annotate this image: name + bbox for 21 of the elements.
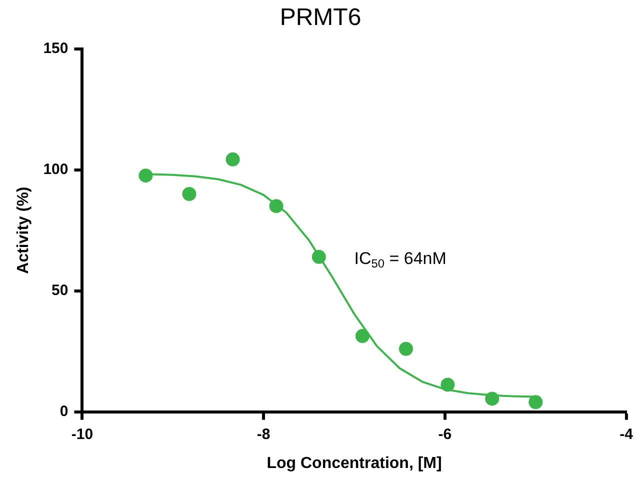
- y-axis-title: Activity (%): [15, 186, 32, 274]
- x-tick-label: -8: [256, 426, 270, 443]
- point: [226, 152, 240, 166]
- point: [312, 250, 326, 264]
- y-tick-label: 100: [43, 160, 68, 178]
- x-axis-title: Log Concentration, [M]: [266, 454, 442, 472]
- chart-title: PRMT6: [280, 4, 362, 32]
- point: [355, 329, 370, 344]
- x-tick-label: -10: [71, 426, 94, 443]
- x-tick-label: -4: [620, 426, 634, 443]
- y-tick-label: 50: [52, 282, 68, 299]
- point: [440, 378, 455, 392]
- point: [182, 187, 196, 201]
- y-tick-label: 0: [60, 402, 68, 420]
- y-tick-label: 150: [43, 40, 68, 57]
- point: [138, 168, 153, 183]
- point: [269, 199, 284, 214]
- point: [398, 342, 413, 356]
- point: [528, 395, 543, 410]
- point: [485, 392, 500, 406]
- x-tick-label: -6: [438, 426, 452, 443]
